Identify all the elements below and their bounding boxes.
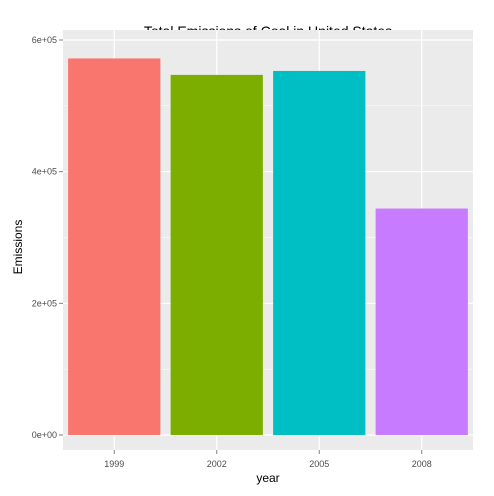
y-axis-ticks: 0e+00 2e+05 4e+05 6e+05 [32,35,63,440]
x-tick-label: 2008 [412,459,432,469]
x-tick-label: 2005 [309,459,329,469]
bar-2005 [273,70,366,436]
plot-panel [63,30,473,450]
x-axis-title: year [256,471,279,485]
x-tick-label: 1999 [104,459,124,469]
y-tick-label: 0e+00 [32,430,57,440]
x-axis-ticks: 1999 2002 2005 2008 [104,450,432,469]
y-tick-label: 4e+05 [32,167,57,177]
bar-1999 [68,58,161,435]
y-axis-title: Emissions [11,220,25,275]
x-tick-label: 2002 [207,459,227,469]
bar-2002 [170,74,263,436]
bar-2008 [375,208,468,435]
y-tick-label: 2e+05 [32,298,57,308]
y-tick-label: 6e+05 [32,35,57,45]
